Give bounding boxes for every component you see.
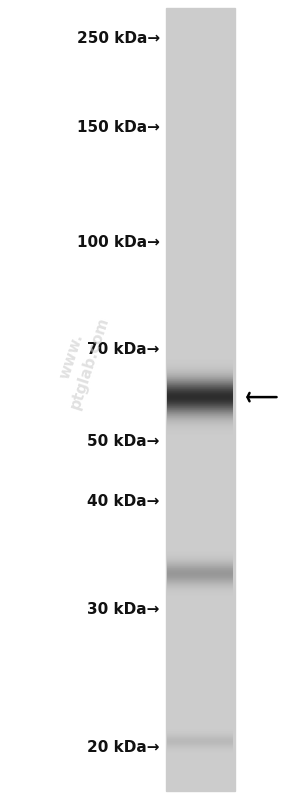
Text: 70 kDa→: 70 kDa→ — [88, 343, 160, 357]
Text: www.
ptglab.com: www. ptglab.com — [50, 308, 111, 411]
Text: 250 kDa→: 250 kDa→ — [77, 31, 160, 46]
Text: 40 kDa→: 40 kDa→ — [88, 495, 160, 509]
Text: 30 kDa→: 30 kDa→ — [88, 602, 160, 617]
Text: 150 kDa→: 150 kDa→ — [77, 121, 160, 135]
Bar — [166, 8, 235, 791]
Text: 50 kDa→: 50 kDa→ — [88, 435, 160, 449]
Text: 20 kDa→: 20 kDa→ — [87, 740, 160, 754]
Text: 100 kDa→: 100 kDa→ — [77, 235, 160, 249]
